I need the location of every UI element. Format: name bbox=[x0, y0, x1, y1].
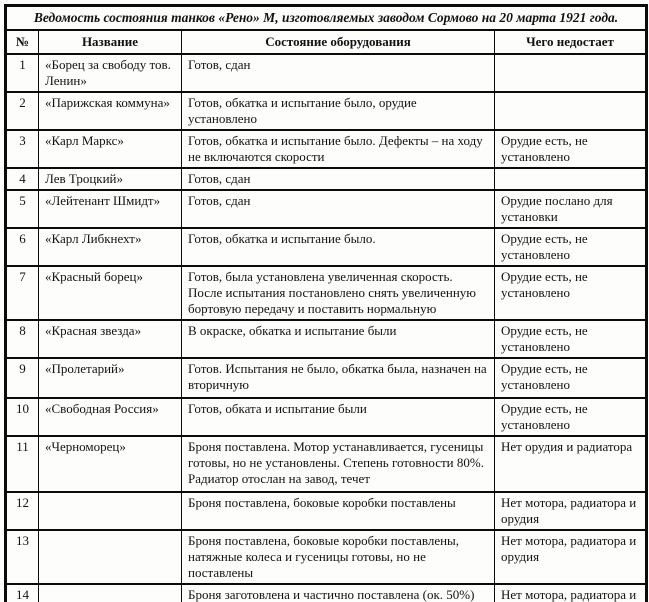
tank-name-cell: «Красная звезда» bbox=[38, 318, 182, 359]
equipment-state-cell: В окраске, обкатка и испытание были bbox=[181, 318, 495, 359]
equipment-state-cell: Готов, была установлена увеличенная скор… bbox=[181, 264, 495, 321]
table-row: 2 «Парижская коммуна» Готов, обкатка и исп… bbox=[5, 90, 648, 131]
equipment-state-cell: Готов, сдан bbox=[181, 166, 495, 191]
row-number-cell: 14 bbox=[5, 582, 39, 602]
missing-items-cell: Нет мотора, радиатора и орудия bbox=[493, 490, 648, 531]
row-number-cell: 4 bbox=[5, 166, 39, 191]
missing-items-cell: Орудие есть, не установлено bbox=[493, 318, 648, 359]
row-number-cell: 12 bbox=[5, 490, 39, 531]
equipment-state-cell: Броня поставлена. Мотор устанавливается,… bbox=[181, 434, 495, 493]
missing-items-cell: Орудие есть, не установлено bbox=[493, 356, 648, 399]
row-number-cell: 6 bbox=[5, 226, 39, 267]
equipment-state-cell: Готов. Испытания не было, обкатка была, … bbox=[181, 356, 495, 399]
missing-items-cell: Нет мотора, радиатора и орудия bbox=[493, 528, 648, 585]
tank-name-cell: «Красный борец» bbox=[38, 264, 182, 321]
missing-items-cell bbox=[493, 90, 648, 131]
table-row: 5 «Лейтенант Шмидт» Готов, сдан Орудие посл… bbox=[5, 188, 648, 229]
row-number-cell: 13 bbox=[5, 528, 39, 585]
tank-name-cell: «Карл Маркс» bbox=[38, 128, 182, 169]
equipment-state-cell: Готов, сдан bbox=[181, 52, 495, 93]
table-row: 8 «Красная звезда» В окраске, обкатка и ис… bbox=[5, 318, 648, 359]
missing-items-cell: Орудие есть, не установлено bbox=[493, 396, 648, 437]
column-header-name: Название bbox=[38, 28, 182, 55]
table-row: 11 «Черноморец» Броня поставлена. Мотор ус… bbox=[5, 434, 648, 493]
table-row: 4 Лев Троцкий» Готов, сдан bbox=[5, 166, 648, 191]
row-number-cell: 1 bbox=[5, 52, 39, 93]
missing-items-cell bbox=[493, 166, 648, 191]
missing-items-cell: Орудие послано для установки bbox=[493, 188, 648, 229]
row-number-cell: 8 bbox=[5, 318, 39, 359]
tank-name-cell: «Карл Либкнехт» bbox=[38, 226, 182, 267]
tank-name-cell: «Парижская коммуна» bbox=[38, 90, 182, 131]
table-body: 1 «Борец за свободу тов. Ленин» Готов, сда… bbox=[5, 52, 648, 602]
tank-name-cell: «Лейтенант Шмидт» bbox=[38, 188, 182, 229]
tank-name-cell: «Пролетарий» bbox=[38, 356, 182, 399]
equipment-state-cell: Броня заготовлена и частично поставлена … bbox=[181, 582, 495, 602]
tank-status-table: Ведомость состояния танков «Рено» М, изг… bbox=[4, 4, 649, 602]
equipment-state-cell: Готов, обкатка и испытание было. bbox=[181, 226, 495, 267]
missing-items-cell: Орудие есть, не установлено bbox=[493, 226, 648, 267]
row-number-cell: 3 bbox=[5, 128, 39, 169]
equipment-state-cell: Готов, обката и испытание были bbox=[181, 396, 495, 437]
column-header-state: Состояние оборудования bbox=[181, 28, 495, 55]
tank-name-cell: «Черноморец» bbox=[38, 434, 182, 493]
table-row: 13 Броня поставлена, боковые коробки пост… bbox=[5, 528, 648, 585]
tank-name-cell bbox=[38, 582, 182, 602]
table-row: 3 «Карл Маркс» Готов, обкатка и испытание … bbox=[5, 128, 648, 169]
row-number-cell: 7 bbox=[5, 264, 39, 321]
equipment-state-cell: Готов, обкатка и испытание было. Дефекты… bbox=[181, 128, 495, 169]
row-number-cell: 10 bbox=[5, 396, 39, 437]
equipment-state-cell: Броня поставлена, боковые коробки постав… bbox=[181, 490, 495, 531]
missing-items-cell: Орудие есть, не установлено bbox=[493, 128, 648, 169]
table-row: 14 Броня заготовлена и частично поставлен… bbox=[5, 582, 648, 602]
missing-items-cell: Орудие есть, не установлено bbox=[493, 264, 648, 321]
table-header-row: № Название Состояние оборудования Чего н… bbox=[5, 28, 648, 55]
row-number-cell: 5 bbox=[5, 188, 39, 229]
row-number-cell: 11 bbox=[5, 434, 39, 493]
missing-items-cell bbox=[493, 52, 648, 93]
row-number-cell: 9 bbox=[5, 356, 39, 399]
table-row: 7 «Красный борец» Готов, была установлена … bbox=[5, 264, 648, 321]
tank-name-cell: Лев Троцкий» bbox=[38, 166, 182, 191]
table-row: 1 «Борец за свободу тов. Ленин» Готов, сда… bbox=[5, 52, 648, 93]
document-title: Ведомость состояния танков «Рено» М, изг… bbox=[4, 4, 648, 31]
table-row: 9 «Пролетарий» Готов. Испытания не было, о… bbox=[5, 356, 648, 399]
missing-items-cell: Нет мотора, радиатора и орудия bbox=[493, 582, 648, 602]
tank-name-cell: «Борец за свободу тов. Ленин» bbox=[38, 52, 182, 93]
equipment-state-cell: Готов, сдан bbox=[181, 188, 495, 229]
tank-name-cell bbox=[38, 490, 182, 531]
equipment-state-cell: Броня поставлена, боковые коробки постав… bbox=[181, 528, 495, 585]
title-row: Ведомость состояния танков «Рено» М, изг… bbox=[4, 4, 648, 31]
column-header-number: № bbox=[5, 28, 39, 55]
table-row: 10 «Свободная Россия» Готов, обката и испы… bbox=[5, 396, 648, 437]
tank-name-cell bbox=[38, 528, 182, 585]
tank-name-cell: «Свободная Россия» bbox=[38, 396, 182, 437]
table-row: 6 «Карл Либкнехт» Готов, обкатка и испытан… bbox=[5, 226, 648, 267]
column-header-missing: Чего недостает bbox=[493, 28, 648, 55]
row-number-cell: 2 bbox=[5, 90, 39, 131]
table-head: Ведомость состояния танков «Рено» М, изг… bbox=[4, 4, 648, 55]
table-row: 12 Броня поставлена, боковые коробки пост… bbox=[5, 490, 648, 531]
equipment-state-cell: Готов, обкатка и испытание было, орудие … bbox=[181, 90, 495, 131]
missing-items-cell: Нет орудия и радиатора bbox=[493, 434, 648, 493]
